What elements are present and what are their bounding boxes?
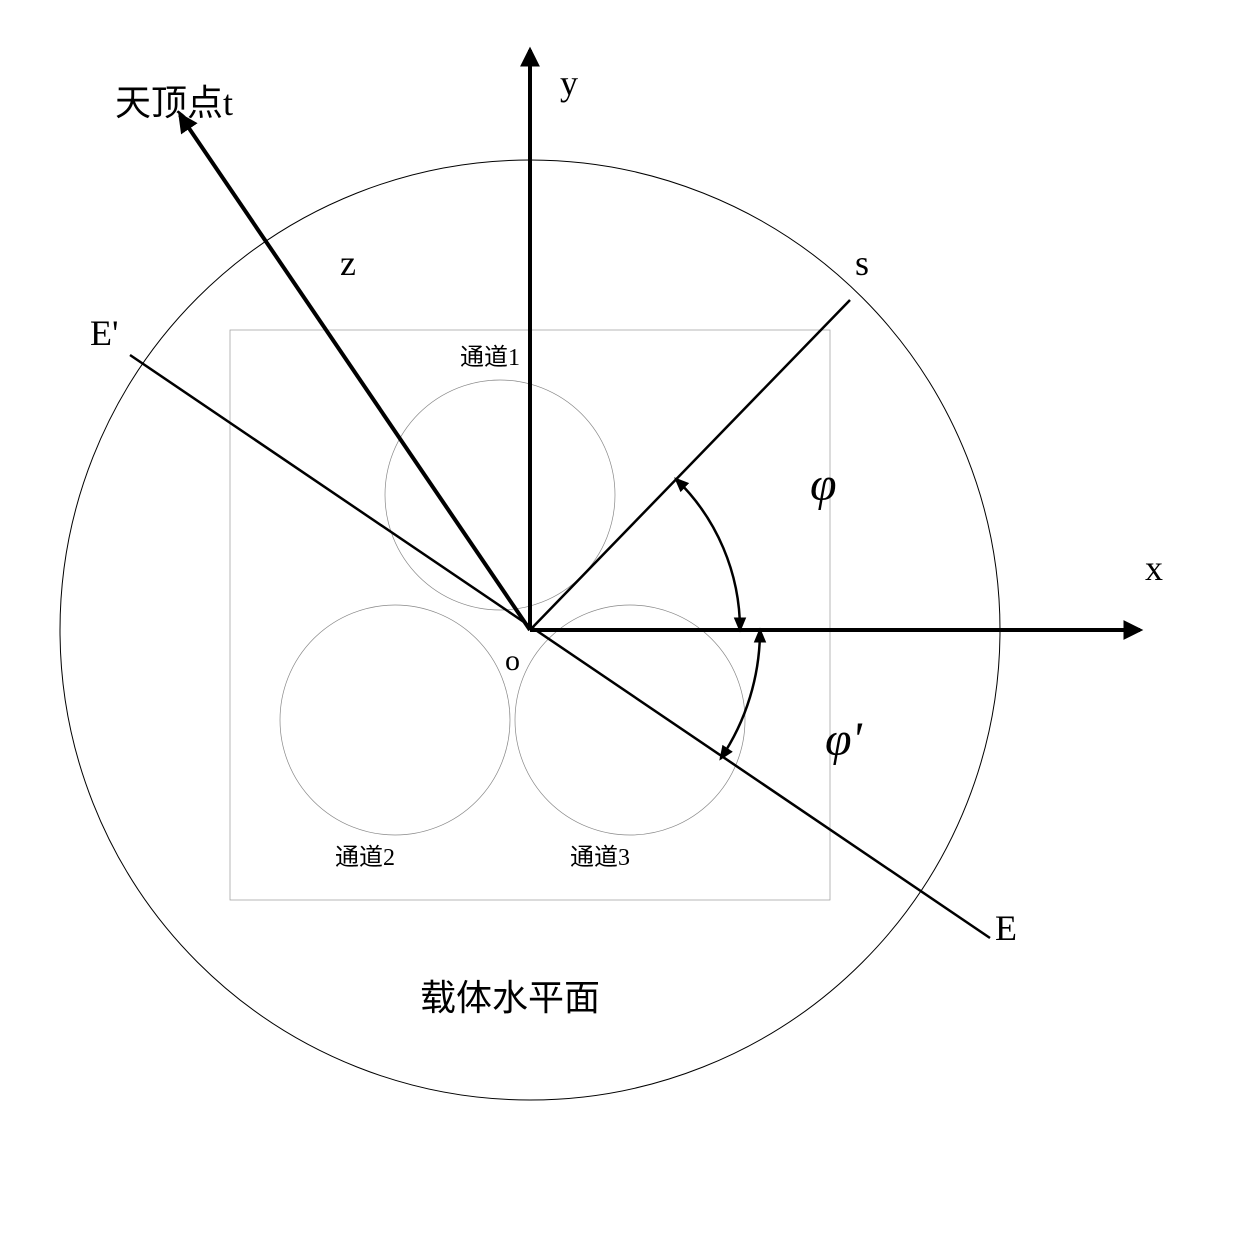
label-origin: o (505, 644, 520, 677)
label-zenith: 天顶点t (115, 83, 233, 123)
label-e-prime: E' (90, 313, 118, 353)
channel-circle-1 (385, 380, 615, 610)
line-e (130, 355, 990, 938)
diagram-svg: 通道1 通道2 通道3 E E' s x y z 天顶点t o φ φ' 载体水平面 (0, 0, 1240, 1256)
axis-t (180, 115, 530, 630)
angle-phi-prime-label: φ' (825, 713, 863, 766)
label-x-axis: x (1145, 548, 1163, 588)
diagram-container: 通道1 通道2 通道3 E E' s x y z 天顶点t o φ φ' 载体水平面 (0, 0, 1240, 1256)
channel-circle-2 (280, 605, 510, 835)
label-s: s (855, 243, 869, 283)
label-z: z (340, 243, 356, 283)
line-s (530, 300, 850, 630)
channel-label-2: 通道2 (335, 844, 395, 871)
angle-phi-label: φ (810, 458, 837, 511)
angle-phi-arc (676, 479, 740, 630)
angle-phi-prime-arc (721, 630, 760, 759)
channel-label-3: 通道3 (570, 844, 630, 871)
label-e: E (995, 908, 1017, 948)
label-y-axis: y (560, 63, 578, 103)
channel-label-1: 通道1 (460, 344, 520, 371)
label-carrier-plane: 载体水平面 (420, 978, 600, 1018)
